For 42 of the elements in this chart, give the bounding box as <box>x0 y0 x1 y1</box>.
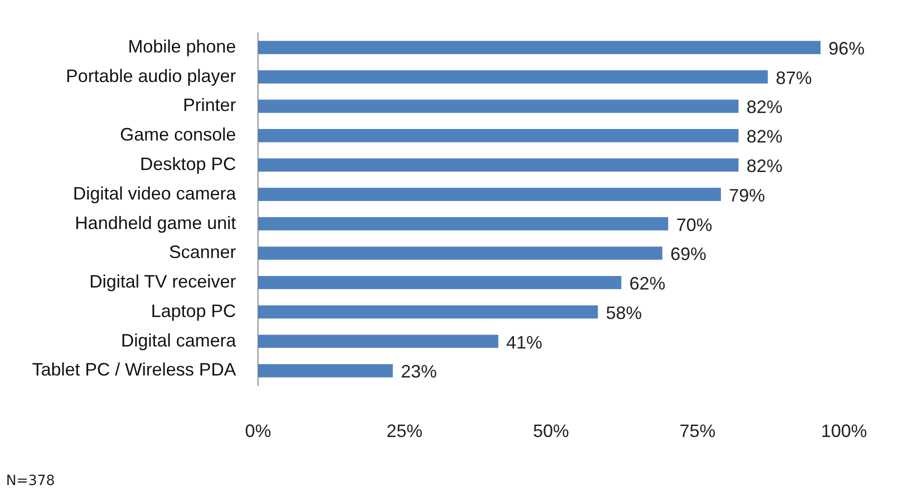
data-label: 70% <box>676 214 712 235</box>
data-label: 23% <box>400 362 437 382</box>
data-label: 82% <box>746 97 783 118</box>
bar <box>258 70 768 84</box>
y-tick-label: Laptop PC <box>150 300 236 321</box>
y-tick-label: Portable audio player <box>66 66 236 86</box>
data-label: 69% <box>670 244 706 264</box>
x-tick-label: 100% <box>820 421 868 442</box>
y-tick-label: Game console <box>120 124 236 145</box>
data-label: 58% <box>606 302 642 323</box>
text: N=378 <box>6 473 55 489</box>
x-tick-label: 25% <box>386 421 423 442</box>
y-tick-label: Printer <box>183 95 236 116</box>
bar <box>258 217 668 230</box>
bar <box>258 129 739 142</box>
bar <box>258 334 498 348</box>
data-label: 87% <box>776 68 812 88</box>
bar <box>258 100 739 113</box>
bar <box>258 305 598 319</box>
y-tick-label: Desktop PC <box>140 154 236 174</box>
bar <box>258 188 721 202</box>
y-tick-label: Tablet PC / Wireless PDA <box>32 360 236 380</box>
y-tick-label: Handheld game unit <box>74 212 236 233</box>
y-tick-label: Digital camera <box>121 330 238 350</box>
data-label: 79% <box>728 185 765 206</box>
bar <box>258 158 739 172</box>
x-tick-label: 0% <box>245 421 272 442</box>
y-tick-label: Mobile phone <box>128 36 236 56</box>
x-tick-label: 50% <box>533 421 570 442</box>
bar <box>258 40 821 54</box>
data-label: 82% <box>746 156 783 176</box>
y-tick-label: Scanner <box>169 242 236 262</box>
data-label: 41% <box>506 332 542 352</box>
data-label: 62% <box>629 274 666 294</box>
y-tick-label: Digital video camera <box>72 183 238 204</box>
bar <box>258 276 622 290</box>
data-label: 96% <box>828 38 865 58</box>
y-tick-label: Digital TV receiver <box>89 272 236 292</box>
bar <box>258 364 393 378</box>
bar <box>258 246 662 260</box>
x-tick-label: 75% <box>679 421 716 442</box>
data-label: 82% <box>746 126 783 147</box>
